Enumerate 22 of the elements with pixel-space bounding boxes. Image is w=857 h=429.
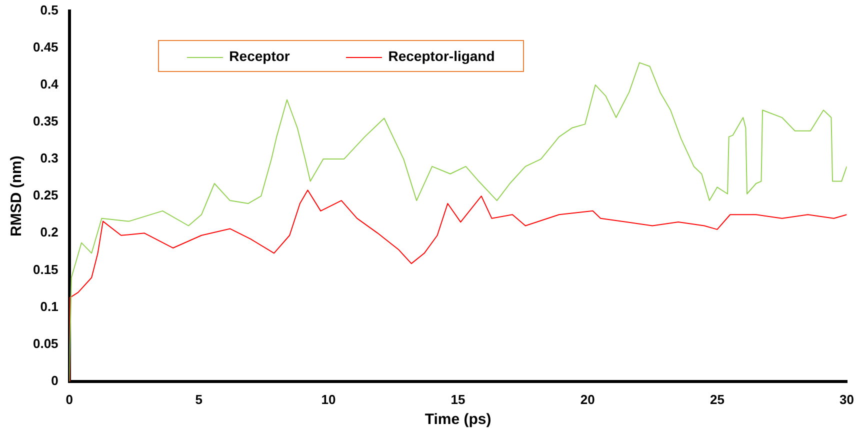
y-tick-label: 0.45 (32, 39, 58, 54)
x-axis-title: Time (ps) (424, 411, 492, 428)
x-tick-label: 20 (580, 392, 595, 407)
x-tick-label: 25 (710, 392, 724, 407)
legend-label: Receptor (228, 48, 290, 64)
y-tick-label: 0.2 (40, 224, 58, 240)
y-tick-label: 0.25 (32, 188, 58, 203)
y-tick-label: 0.05 (32, 336, 58, 351)
y-tick-label: 0.5 (40, 2, 58, 18)
y-axis-title: RMSD (nm) (8, 156, 26, 237)
x-tick-label: 10 (321, 392, 336, 407)
y-tick-label: 0.4 (40, 76, 60, 92)
y-tick-label: 0.35 (32, 114, 58, 129)
x-tick-label: 0 (66, 392, 73, 407)
y-tick-label: 0.1 (40, 298, 58, 314)
x-tick-label: 5 (195, 392, 202, 407)
y-tick-label: 0.3 (40, 150, 58, 166)
y-tick-label: 0 (51, 372, 58, 388)
x-tick-label: 15 (450, 392, 466, 407)
legend-label: Receptor-ligand (387, 48, 495, 64)
x-tick-label: 30 (840, 392, 854, 407)
y-tick-label: 0.15 (32, 262, 58, 277)
